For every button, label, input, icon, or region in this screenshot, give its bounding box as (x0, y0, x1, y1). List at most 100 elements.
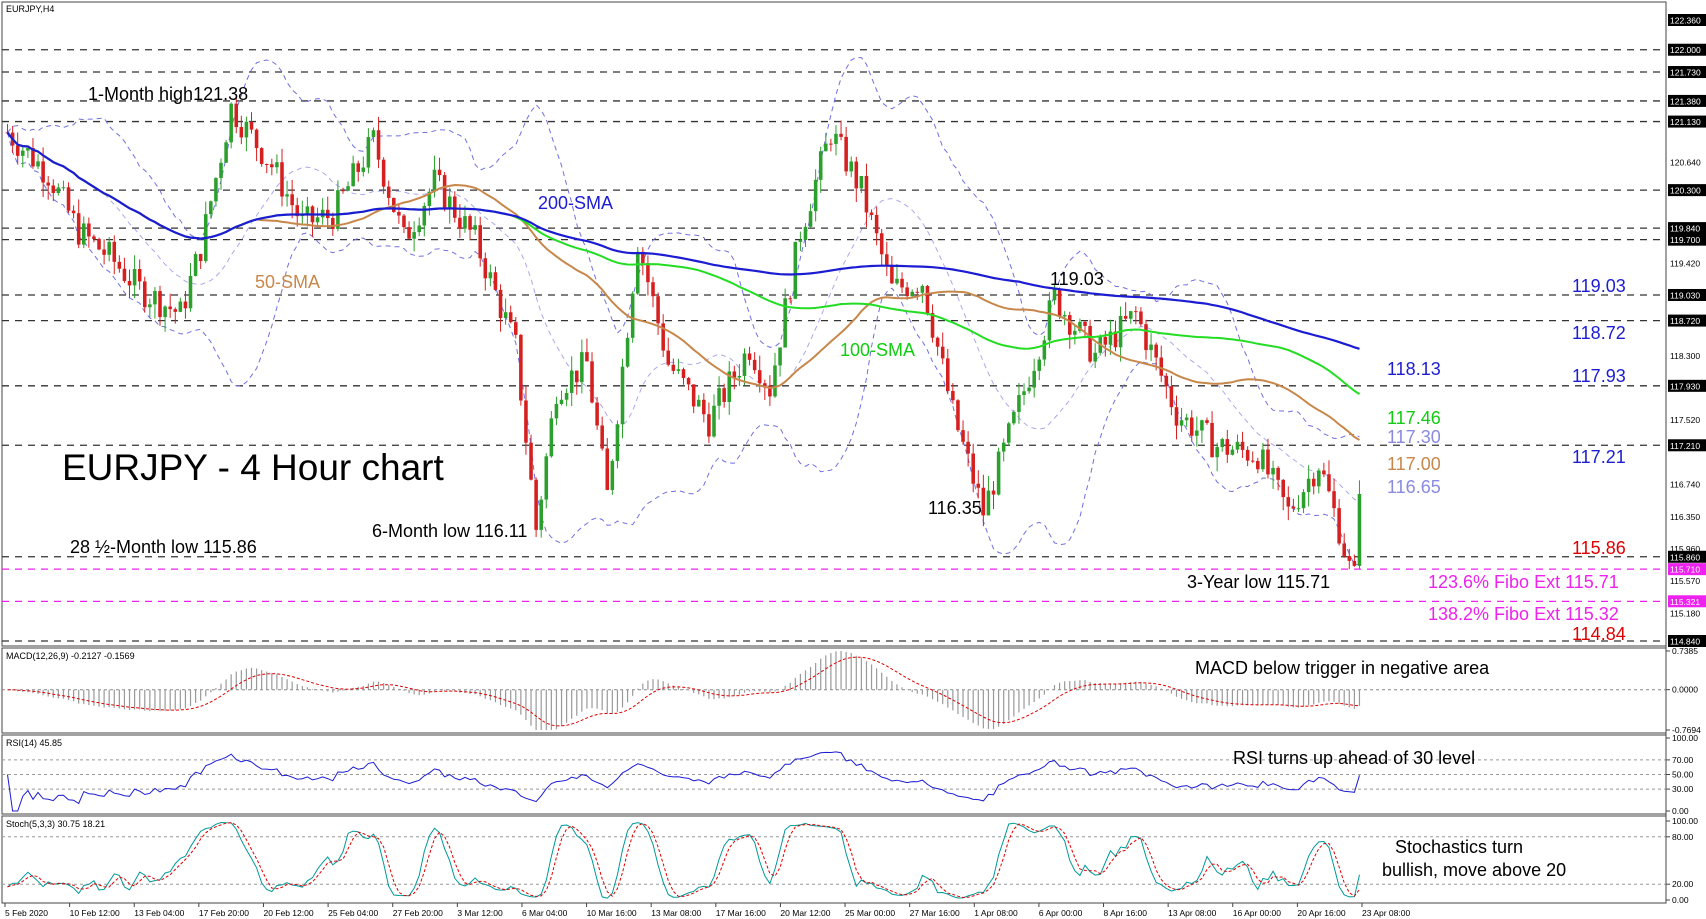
candle-body (971, 453, 975, 484)
candle-body (463, 216, 467, 229)
candle-body (1159, 357, 1164, 376)
candle-body (290, 194, 294, 206)
candle-body (564, 392, 569, 400)
candle-body (620, 366, 625, 425)
candle-body (61, 187, 66, 189)
price-tick-label: 115.860 (1670, 552, 1700, 562)
label-50-sma: 50-SMA (255, 272, 320, 292)
candle-body (905, 287, 909, 297)
candle-body (361, 167, 366, 172)
candle-body (402, 215, 406, 228)
candle-body (824, 143, 828, 152)
candle-body (183, 301, 188, 309)
candle-body (559, 399, 564, 404)
level-label-117-93: 117.93 (1572, 366, 1626, 386)
price-tick-label: 115.960 (1670, 544, 1700, 554)
candle-body (1093, 352, 1097, 362)
stoch-note-2: bullish, move above 20 (1382, 860, 1566, 880)
candle-body (468, 216, 472, 230)
candle-body (549, 418, 554, 457)
candle-body (813, 179, 818, 212)
candle-body (1042, 340, 1047, 360)
candle-body (1327, 474, 1331, 492)
candle-body (1230, 449, 1235, 455)
candle-body (1078, 321, 1082, 331)
candle-body (158, 291, 162, 318)
candle-body (844, 136, 848, 172)
candle-body (229, 103, 233, 143)
annotation-month-high: 1-Month high121.38 (88, 84, 248, 104)
candle-body (1195, 430, 1199, 436)
annotation-6month-low: 6-Month low 116.11 (372, 521, 527, 541)
candle-body (829, 143, 833, 145)
candle-body (1123, 315, 1128, 319)
candle-body (417, 225, 421, 233)
candle-body (219, 162, 223, 179)
candle-body (666, 350, 671, 365)
time-tick-label: 25 Mar 00:00 (845, 908, 895, 918)
candle-body (514, 322, 518, 335)
candle-body (1220, 439, 1225, 448)
candle-body (635, 251, 640, 294)
candle-body (752, 359, 757, 371)
price-tick-label: 122.360 (1670, 16, 1701, 26)
candle-body (1128, 311, 1133, 319)
candle-body (930, 313, 935, 338)
price-tick-box (1668, 439, 1706, 452)
candle-body (1184, 417, 1189, 421)
price-tick-box (1668, 14, 1706, 26)
price-tick-label: 119.840 (1670, 224, 1700, 234)
candle-body (798, 239, 803, 242)
candle-body (696, 399, 701, 407)
candle-body (1113, 331, 1118, 348)
candle-body (956, 400, 960, 431)
candle-body (381, 159, 386, 187)
candle-body (1037, 359, 1042, 371)
candle-body (1139, 311, 1143, 325)
candle-body (193, 254, 198, 276)
time-tick-label: 23 Apr 08:00 (1362, 908, 1410, 918)
candle-body (488, 272, 493, 279)
candle-body (117, 261, 122, 269)
price-tick-box (1668, 288, 1706, 301)
candle-body (1291, 506, 1296, 509)
candle-body (76, 213, 81, 245)
indicator-tick-label: -0.7694 (1672, 725, 1701, 735)
candle-body (1352, 560, 1357, 566)
macd-note: MACD below trigger in negative area (1195, 658, 1490, 678)
candle-body (1306, 478, 1311, 493)
candle-body (1256, 460, 1260, 470)
time-tick-label: 6 Apr 00:00 (1039, 908, 1083, 918)
candle-body (676, 369, 681, 371)
candle-body (1322, 470, 1326, 475)
indicator-panels: 0.73850.0000-0.7694100.0070.0050.0030.00… (2, 646, 1701, 905)
candle-body (1052, 289, 1057, 301)
candle-body (1281, 479, 1286, 498)
candle-body (1332, 491, 1336, 509)
candle-body (935, 337, 940, 347)
time-tick-label: 10 Mar 16:00 (587, 908, 637, 918)
candle-body (519, 334, 523, 401)
candle-body (214, 178, 218, 202)
candle-body (595, 402, 599, 426)
price-tick-label: 119.030 (1670, 290, 1700, 300)
price-tick-box (1668, 563, 1706, 576)
candle-body (234, 103, 239, 128)
candle-body (1337, 508, 1341, 544)
candle-body (1311, 478, 1316, 487)
candle-body (702, 399, 706, 415)
symbol-label: EURJPY,H4 (6, 4, 54, 14)
candle-body (763, 383, 767, 386)
time-tick-label: 3 Mar 12:00 (457, 908, 503, 918)
candle-body (925, 285, 930, 314)
candle-body (585, 352, 589, 362)
candle-body (839, 133, 843, 137)
ma-label-118-13: 118.13 (1387, 359, 1441, 379)
candle-body (148, 304, 152, 308)
candle-body (508, 312, 513, 323)
candle-body (458, 217, 462, 229)
candle-body (46, 182, 50, 186)
price-tick-label: 118.720 (1670, 316, 1700, 326)
candle-body (397, 211, 401, 216)
candle-body (864, 175, 869, 213)
